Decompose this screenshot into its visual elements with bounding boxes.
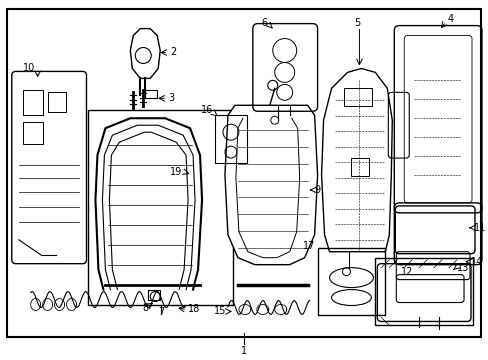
Text: 3: 3 bbox=[168, 93, 174, 103]
Bar bbox=[148, 289, 160, 300]
Text: 11: 11 bbox=[473, 223, 485, 233]
Text: 6: 6 bbox=[261, 18, 267, 28]
Text: 18: 18 bbox=[188, 305, 200, 315]
Bar bbox=[375, 258, 472, 325]
Text: 12: 12 bbox=[401, 267, 413, 276]
Bar bbox=[88, 110, 232, 305]
Bar bbox=[22, 122, 42, 144]
Text: 1: 1 bbox=[240, 346, 246, 356]
Text: 16: 16 bbox=[201, 105, 213, 115]
Bar bbox=[22, 90, 42, 115]
Text: 8: 8 bbox=[142, 302, 148, 312]
Polygon shape bbox=[321, 68, 391, 252]
Text: 9: 9 bbox=[314, 185, 320, 195]
Text: 17: 17 bbox=[303, 241, 315, 251]
Bar bbox=[317, 248, 385, 315]
Polygon shape bbox=[130, 28, 160, 78]
Bar bbox=[215, 115, 246, 163]
Bar bbox=[344, 88, 372, 106]
Text: 19: 19 bbox=[169, 167, 182, 177]
Bar bbox=[47, 92, 65, 112]
Bar bbox=[145, 90, 157, 98]
Polygon shape bbox=[224, 105, 317, 265]
Text: 5: 5 bbox=[354, 18, 360, 28]
Bar bbox=[351, 158, 368, 176]
Text: 10: 10 bbox=[22, 63, 35, 73]
Text: 14: 14 bbox=[470, 257, 482, 267]
Text: 15: 15 bbox=[213, 306, 225, 316]
Text: 2: 2 bbox=[170, 48, 176, 58]
Text: 7: 7 bbox=[158, 307, 164, 318]
Text: 13: 13 bbox=[456, 263, 468, 273]
Text: 4: 4 bbox=[446, 14, 452, 24]
